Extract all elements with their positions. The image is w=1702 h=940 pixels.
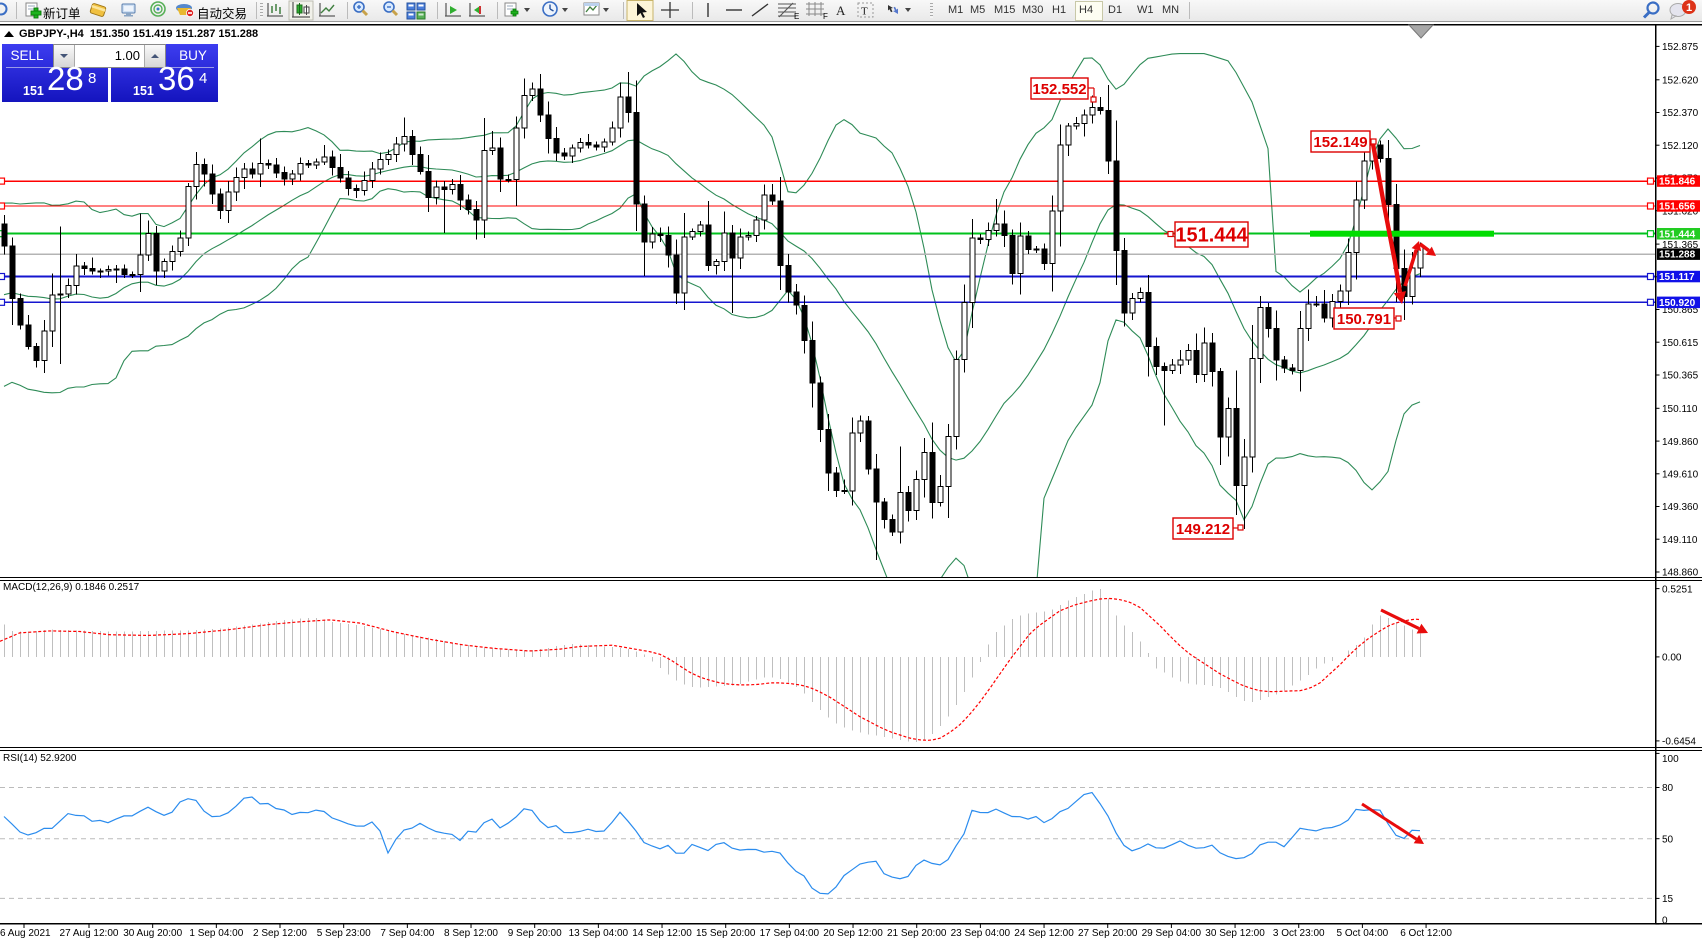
svg-text:150.865: 150.865 — [1662, 305, 1699, 316]
svg-text:149.860: 149.860 — [1662, 437, 1699, 448]
svg-text:152.552: 152.552 — [1032, 81, 1086, 98]
svg-text:149.610: 149.610 — [1662, 470, 1699, 481]
svg-text:152.620: 152.620 — [1662, 76, 1699, 87]
svg-text:A: A — [836, 3, 846, 18]
svg-text:1: 1 — [1686, 2, 1692, 14]
svg-text:152.875: 152.875 — [1662, 42, 1699, 53]
svg-text:5 Sep 23:00: 5 Sep 23:00 — [317, 928, 371, 939]
svg-text:-0.6454: -0.6454 — [1662, 737, 1696, 748]
svg-text:29 Sep 04:00: 29 Sep 04:00 — [1142, 928, 1202, 939]
svg-text:6 Aug 2021: 6 Aug 2021 — [0, 928, 51, 939]
svg-text:E: E — [794, 12, 799, 21]
svg-text:149.212: 149.212 — [1176, 521, 1230, 538]
svg-text:151.444: 151.444 — [1175, 225, 1248, 247]
svg-text:148.860: 148.860 — [1662, 568, 1699, 579]
svg-text:6 Oct 12:00: 6 Oct 12:00 — [1400, 928, 1452, 939]
svg-text:152.149: 152.149 — [1313, 134, 1367, 151]
svg-text:30 Aug 20:00: 30 Aug 20:00 — [123, 928, 182, 939]
svg-text:27 Aug 12:00: 27 Aug 12:00 — [60, 928, 119, 939]
svg-text:24 Sep 12:00: 24 Sep 12:00 — [1014, 928, 1074, 939]
svg-text:21 Sep 20:00: 21 Sep 20:00 — [887, 928, 947, 939]
svg-text:5 Oct 04:00: 5 Oct 04:00 — [1337, 928, 1389, 939]
svg-text:14 Sep 12:00: 14 Sep 12:00 — [632, 928, 692, 939]
svg-text:0: 0 — [1662, 916, 1668, 927]
svg-text:17 Sep 04:00: 17 Sep 04:00 — [760, 928, 820, 939]
svg-text:100: 100 — [1662, 754, 1679, 765]
svg-text:151.846: 151.846 — [1659, 177, 1696, 188]
svg-text:150.365: 150.365 — [1662, 371, 1699, 382]
svg-text:151.117: 151.117 — [1659, 272, 1695, 283]
svg-text:2 Sep 12:00: 2 Sep 12:00 — [253, 928, 307, 939]
svg-text:152.120: 152.120 — [1662, 141, 1699, 152]
svg-text:8 Sep 12:00: 8 Sep 12:00 — [444, 928, 498, 939]
svg-text:30 Sep 12:00: 30 Sep 12:00 — [1205, 928, 1265, 939]
svg-text:151.620: 151.620 — [1662, 206, 1699, 217]
svg-text:0.5251: 0.5251 — [1662, 584, 1693, 595]
svg-text:T: T — [861, 6, 868, 18]
svg-text:150.791: 150.791 — [1337, 311, 1391, 328]
svg-text:149.110: 149.110 — [1662, 535, 1698, 546]
svg-text:150.110: 150.110 — [1662, 404, 1698, 415]
svg-text:151.444: 151.444 — [1659, 229, 1696, 240]
svg-text:9 Sep 20:00: 9 Sep 20:00 — [508, 928, 562, 939]
svg-text:80: 80 — [1662, 783, 1674, 794]
svg-text:0.00: 0.00 — [1662, 653, 1682, 664]
svg-text:149.360: 149.360 — [1662, 502, 1699, 513]
svg-text:27 Sep 20:00: 27 Sep 20:00 — [1078, 928, 1138, 939]
svg-text:F: F — [823, 12, 828, 21]
svg-text:7 Sep 04:00: 7 Sep 04:00 — [380, 928, 434, 939]
svg-text:1 Sep 04:00: 1 Sep 04:00 — [189, 928, 243, 939]
svg-text:152.370: 152.370 — [1662, 108, 1699, 119]
svg-text:15 Sep 20:00: 15 Sep 20:00 — [696, 928, 756, 939]
svg-text:50: 50 — [1662, 834, 1674, 845]
svg-text:151.288: 151.288 — [1659, 250, 1696, 261]
svg-text:150.920: 150.920 — [1659, 298, 1696, 309]
svg-text:20 Sep 12:00: 20 Sep 12:00 — [823, 928, 883, 939]
svg-text:RSI(14) 52.9200: RSI(14) 52.9200 — [3, 753, 77, 764]
svg-text:3 Oct 23:00: 3 Oct 23:00 — [1273, 928, 1325, 939]
svg-text:151.656: 151.656 — [1659, 202, 1696, 213]
svg-text:15: 15 — [1662, 894, 1674, 905]
svg-text:23 Sep 04:00: 23 Sep 04:00 — [951, 928, 1011, 939]
svg-text:151.365: 151.365 — [1662, 240, 1699, 251]
svg-text:13 Sep 04:00: 13 Sep 04:00 — [569, 928, 629, 939]
svg-text:MACD(12,26,9) 0.1846 0.2517: MACD(12,26,9) 0.1846 0.2517 — [3, 582, 140, 593]
svg-text:150.615: 150.615 — [1662, 338, 1699, 349]
